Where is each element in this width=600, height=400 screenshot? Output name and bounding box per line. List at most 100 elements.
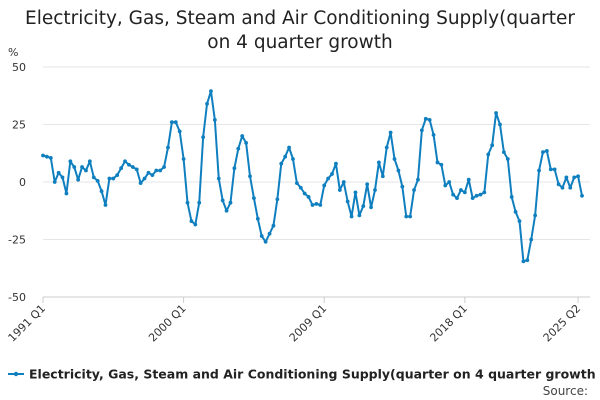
series-group xyxy=(41,89,584,264)
data-point xyxy=(494,111,498,115)
data-point xyxy=(576,174,580,179)
data-point xyxy=(505,157,510,161)
data-point xyxy=(232,166,237,171)
data-point xyxy=(236,146,241,151)
legend-label: Electricity, Gas, Steam and Air Conditio… xyxy=(29,367,596,382)
data-point xyxy=(99,189,104,194)
data-point xyxy=(392,157,397,161)
data-point xyxy=(568,185,573,190)
data-point xyxy=(525,258,530,263)
y-tick-label: 0 xyxy=(19,176,26,189)
data-point xyxy=(334,161,338,166)
data-point xyxy=(509,195,514,199)
data-point xyxy=(259,234,264,238)
data-point xyxy=(541,150,545,155)
y-tick-label: 50 xyxy=(12,61,26,74)
legend: Electricity, Gas, Steam and Air Conditio… xyxy=(8,367,596,382)
data-point xyxy=(263,239,268,244)
data-point xyxy=(353,190,358,195)
data-point xyxy=(306,195,311,199)
data-point xyxy=(447,180,452,184)
x-tick-label: 2009 Q1 xyxy=(287,302,330,345)
data-point xyxy=(41,153,45,158)
data-point xyxy=(158,168,163,173)
y-tick-label: -50 xyxy=(8,291,26,304)
data-point xyxy=(138,181,143,186)
data-point xyxy=(486,152,491,157)
data-point xyxy=(427,118,432,122)
data-point xyxy=(224,208,229,213)
source-label: Source: xyxy=(543,384,588,398)
data-point xyxy=(474,193,479,198)
data-point xyxy=(197,200,202,205)
data-point xyxy=(56,170,61,175)
legend-marker xyxy=(13,371,19,377)
data-point xyxy=(185,200,190,205)
data-point xyxy=(462,190,467,195)
data-point xyxy=(326,176,331,181)
data-point xyxy=(470,196,475,201)
x-tick-label: 2000 Q1 xyxy=(146,302,189,345)
data-point xyxy=(68,159,73,164)
data-point xyxy=(177,129,182,134)
chart-title: Electricity, Gas, Steam and Air Conditio… xyxy=(25,8,575,53)
data-point xyxy=(166,145,170,150)
data-point xyxy=(349,214,354,219)
data-point xyxy=(95,178,100,183)
data-point xyxy=(212,118,217,122)
data-point xyxy=(419,128,424,133)
data-point xyxy=(345,199,350,204)
data-point xyxy=(287,145,291,150)
data-point xyxy=(298,185,303,190)
x-axis-ticks: 1991 Q1 2000 Q1 2009 Q1 2018 Q1 2025 Q2 xyxy=(6,297,583,345)
data-point xyxy=(216,176,221,181)
data-point xyxy=(322,183,327,188)
data-point xyxy=(517,219,522,224)
data-point xyxy=(162,165,166,169)
chart-title-line-2: on 4 quarter growth xyxy=(207,32,392,53)
data-point xyxy=(380,174,385,179)
data-point xyxy=(533,213,538,218)
data-point xyxy=(412,188,416,192)
data-point xyxy=(150,173,155,178)
data-point xyxy=(252,196,256,201)
data-point xyxy=(201,135,206,140)
data-point xyxy=(396,168,401,173)
data-point xyxy=(357,213,362,218)
data-point xyxy=(459,188,463,192)
y-tick-label: -25 xyxy=(8,234,26,247)
data-point xyxy=(572,175,577,180)
data-point xyxy=(556,182,561,187)
data-point xyxy=(490,143,495,148)
data-point xyxy=(431,132,436,137)
data-point xyxy=(482,190,487,195)
data-point xyxy=(45,154,49,159)
data-point xyxy=(275,197,280,202)
data-point xyxy=(107,176,112,181)
data-point xyxy=(52,180,57,184)
data-point xyxy=(154,168,159,173)
data-point xyxy=(439,162,444,167)
data-point xyxy=(244,141,249,145)
data-point xyxy=(365,182,370,187)
x-tick-label: 1991 Q1 xyxy=(6,302,49,345)
data-point xyxy=(330,172,334,176)
data-point xyxy=(279,161,284,166)
data-point xyxy=(373,188,377,192)
data-point xyxy=(400,184,405,189)
data-point xyxy=(267,231,272,236)
data-point xyxy=(84,168,88,173)
y-axis-ticks: 50 25 0 -25 -50 xyxy=(8,61,26,304)
data-point xyxy=(478,192,483,197)
data-point xyxy=(294,181,299,186)
data-point xyxy=(521,259,526,264)
data-point xyxy=(451,192,456,197)
data-point xyxy=(552,167,557,172)
data-point xyxy=(580,193,584,198)
data-point xyxy=(169,120,174,125)
data-point xyxy=(337,188,342,192)
data-point xyxy=(498,122,502,127)
data-point xyxy=(127,162,131,167)
data-point xyxy=(544,149,549,153)
